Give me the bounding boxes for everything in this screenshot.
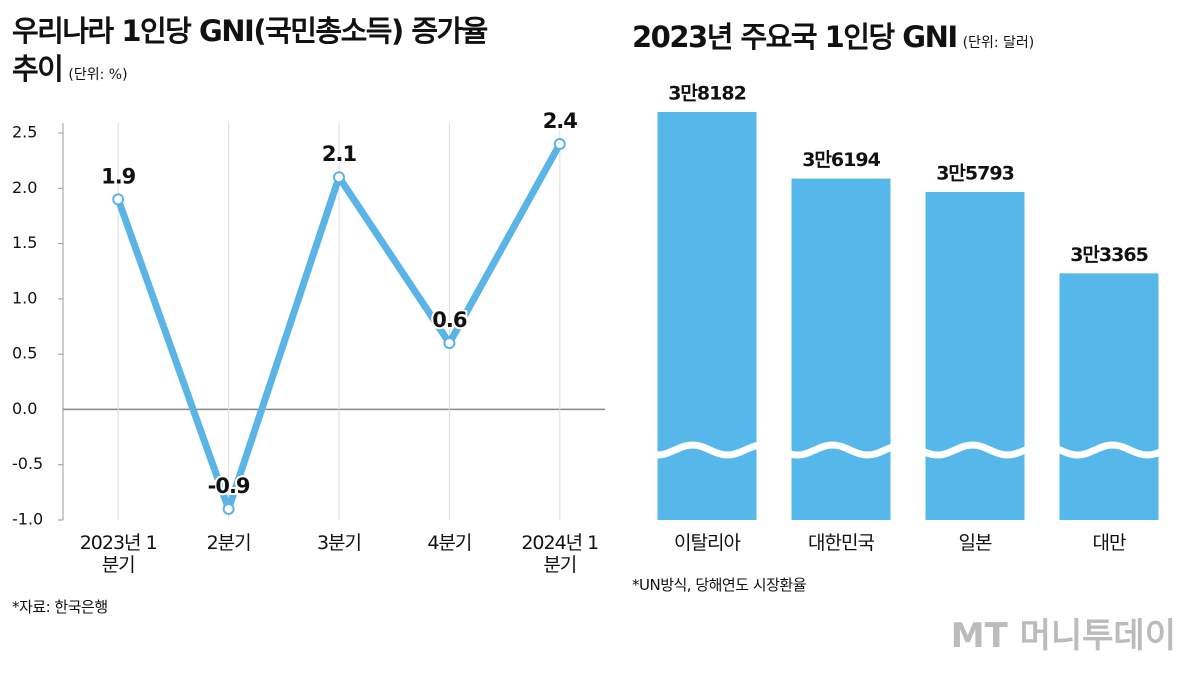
point: [443, 337, 456, 350]
y-tick-label: 2.0: [12, 178, 37, 197]
x-tick-label: 대만: [1092, 532, 1127, 554]
x-tick-label: 2분기: [206, 532, 252, 554]
x-tick-label: 대한민국: [808, 532, 875, 554]
note: *UN방식, 당해연도 시장환율: [632, 576, 807, 594]
y-tick-label: 0.5: [12, 344, 37, 363]
data-label: 2.1: [322, 142, 357, 166]
x-tick-label: 3분기: [316, 532, 362, 554]
data-label: 3만8182: [668, 82, 746, 104]
bar: [1059, 273, 1159, 520]
axis-break: [638, 441, 1178, 459]
x-tick-label: 2024년 1분기: [521, 532, 599, 576]
point: [333, 171, 345, 184]
point: [553, 138, 566, 151]
x-tick-label: 이탈리아: [674, 532, 741, 554]
note: *자료: 한국은행: [12, 598, 108, 616]
bar: [657, 111, 757, 520]
data-label: 3만5793: [936, 163, 1014, 185]
y-tick-label: 2.5: [12, 123, 37, 142]
data-label: 0.6: [432, 308, 467, 332]
chart-title: 우리나라 1인당 GNI(국민총소득) 증가율 추이 (단위: %): [12, 12, 512, 94]
data-label: -0.9: [208, 474, 250, 498]
title-text: 2023년 주요국 1인당 GNI: [632, 20, 958, 54]
chart-title: 2023년 주요국 1인당 GNI (단위: 달러): [632, 18, 1192, 62]
data-label: 2.4: [543, 109, 578, 133]
y-tick-label: 1.0: [12, 288, 37, 307]
data-label: 3만6194: [802, 149, 880, 171]
data-label: 3만3365: [1070, 244, 1148, 266]
unit: (단위: 달러): [962, 35, 1035, 51]
y-tick-label: 0.0: [12, 399, 37, 418]
x-tick-label: 2023년 1분기: [79, 532, 158, 576]
y-tick-label: -1.0: [12, 510, 43, 529]
y-tick-label: 1.5: [12, 233, 37, 252]
point: [222, 502, 235, 515]
bar: [925, 192, 1025, 520]
watermark: MT 머니투데이: [950, 616, 1176, 656]
bar: [791, 178, 891, 521]
x-tick-label: 일본: [958, 532, 993, 554]
point: [112, 193, 125, 206]
x-tick-label: 4분기: [427, 532, 472, 554]
unit: (단위: %): [68, 67, 128, 83]
y-tick-label: -0.5: [12, 454, 43, 473]
data-label: 1.9: [101, 164, 136, 188]
title-text: 우리나라 1인당 GNI(국민총소득) 증가율 추이: [12, 14, 488, 86]
